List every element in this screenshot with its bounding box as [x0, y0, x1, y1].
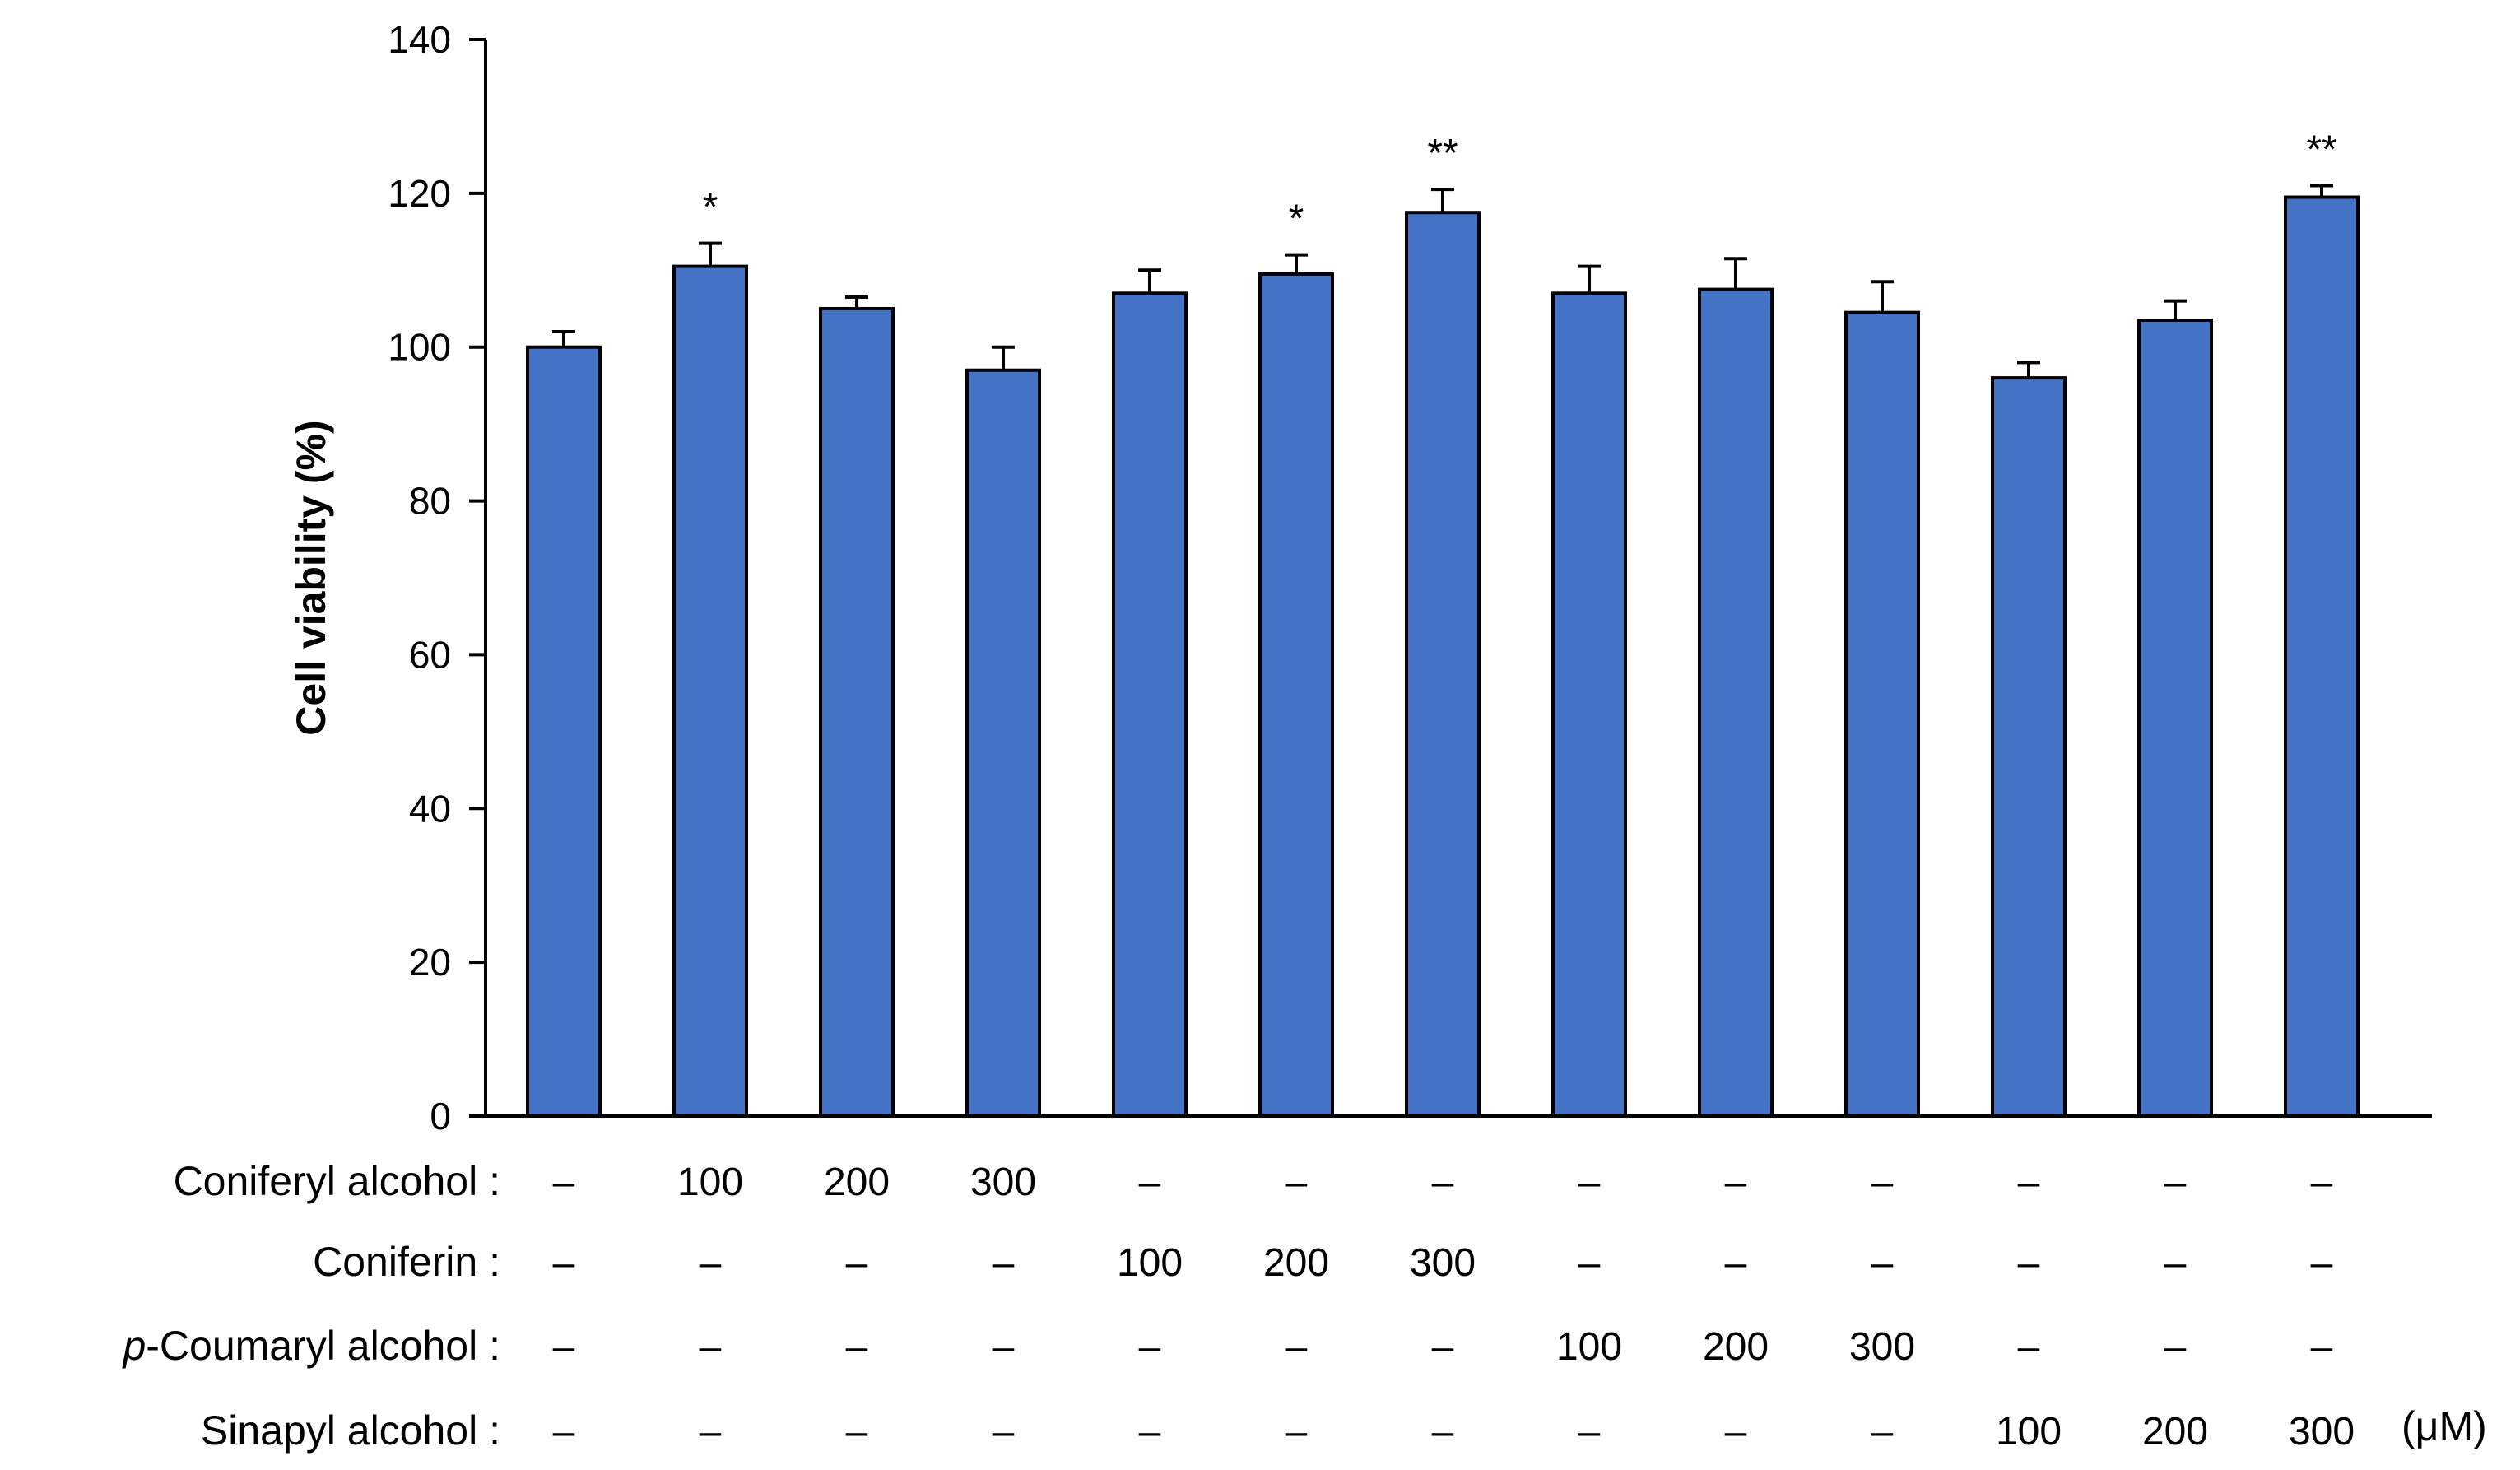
treatment-cell: –: [993, 1410, 1015, 1454]
bar: [1405, 211, 1481, 1119]
y-tick-label: 0: [430, 1095, 451, 1137]
treatment-cell: –: [1725, 1410, 1747, 1454]
treatment-cell: –: [553, 1161, 575, 1204]
bars: [526, 195, 2360, 1119]
treatment-cell: 100: [1117, 1241, 1183, 1285]
bar: [1258, 272, 1334, 1118]
treatment-cell: –: [993, 1241, 1015, 1285]
significance-marks: * *** **: [703, 128, 2337, 241]
bar: [1551, 291, 1627, 1119]
treatment-cell: –: [1139, 1161, 1161, 1204]
y-tick-label: 60: [409, 633, 451, 676]
treatment-cell: –: [1578, 1410, 1601, 1454]
treatment-cell: –: [2311, 1161, 2333, 1204]
treatment-cell: –: [2018, 1241, 2040, 1285]
treatment-cell: –: [846, 1325, 868, 1369]
bar: [1844, 310, 1920, 1118]
treatment-cell: 200: [2142, 1410, 2208, 1454]
treatment-cell: –: [553, 1410, 575, 1454]
treatment-cell: 100: [677, 1161, 743, 1204]
treatment-row-label: Sinapyl alcohol :: [201, 1407, 500, 1454]
treatment-cell: –: [1139, 1410, 1161, 1454]
treatment-cell: –: [1432, 1410, 1454, 1454]
significance-mark: **: [2306, 128, 2336, 172]
bar: [2284, 195, 2360, 1118]
treatment-cell: –: [2311, 1325, 2333, 1369]
treatment-cell: 200: [824, 1161, 890, 1204]
bar: [819, 307, 895, 1118]
bar: [526, 345, 602, 1118]
treatment-cell: –: [1725, 1161, 1747, 1204]
treatment-cell: 300: [1410, 1241, 1476, 1285]
y-axis-label: Cell viability (%): [288, 420, 334, 735]
bar: [1991, 376, 2067, 1119]
y-tick-label: 40: [409, 787, 451, 830]
treatment-cell: –: [1578, 1241, 1601, 1285]
treatment-cell: –: [1725, 1241, 1747, 1285]
bar: [2137, 319, 2213, 1118]
treatment-cell: –: [1286, 1410, 1308, 1454]
treatment-cell: –: [1432, 1161, 1454, 1204]
treatment-cell: 200: [1703, 1325, 1769, 1369]
y-ticks: 0 20 40 60 80 100 120 140: [388, 18, 486, 1137]
treatment-cell: –: [1432, 1325, 1454, 1369]
unit-label: (μM): [2401, 1403, 2487, 1449]
treatment-row-label: Coniferyl alcohol :: [174, 1158, 500, 1204]
treatment-cell: 100: [1996, 1410, 2062, 1454]
treatment-cell: –: [2164, 1325, 2187, 1369]
treatment-cell: –: [1286, 1325, 1308, 1369]
treatment-cell: –: [2164, 1161, 2187, 1204]
treatment-cell: –: [1871, 1410, 1894, 1454]
treatment-cell: –: [2164, 1241, 2187, 1285]
treatment-cell: 300: [970, 1161, 1036, 1204]
bar: [1698, 287, 1774, 1118]
treatment-row-label: p-Coumaryl alcohol :: [121, 1323, 500, 1369]
treatment-cell: 300: [1849, 1325, 1915, 1369]
treatment-cell: –: [846, 1410, 868, 1454]
bar: [1112, 291, 1188, 1119]
treatment-row-label: Coniferin :: [313, 1239, 500, 1285]
bar: [965, 368, 1041, 1118]
treatment-cell: –: [553, 1241, 575, 1285]
significance-mark: **: [1427, 132, 1458, 175]
treatment-table: Coniferyl alcohol : – 100 200 300 – – – – – – – – – Co…: [121, 1158, 2355, 1454]
error-bars: [552, 184, 2333, 379]
significance-mark: *: [1289, 198, 1304, 241]
treatment-cell: –: [1871, 1161, 1894, 1204]
treatment-cell: –: [1578, 1161, 1601, 1204]
significance-mark: *: [703, 186, 718, 230]
y-tick-label: 20: [409, 941, 451, 984]
y-tick-label: 140: [388, 18, 451, 61]
bar: [672, 264, 748, 1119]
y-tick-label: 100: [388, 326, 451, 369]
treatment-cell: –: [553, 1325, 575, 1369]
treatment-cell: –: [2311, 1241, 2333, 1285]
treatment-cell: –: [2018, 1325, 2040, 1369]
treatment-cell: 200: [1263, 1241, 1329, 1285]
y-tick-label: 80: [409, 480, 451, 523]
treatment-cell: –: [1286, 1161, 1308, 1204]
treatment-cell: –: [1871, 1241, 1894, 1285]
treatment-cell: –: [700, 1410, 722, 1454]
treatment-cell: 100: [1556, 1325, 1622, 1369]
treatment-cell: –: [846, 1241, 868, 1285]
treatment-cell: –: [700, 1241, 722, 1285]
treatment-cell: 300: [2289, 1410, 2355, 1454]
y-tick-label: 120: [388, 172, 451, 215]
treatment-cell: –: [2018, 1161, 2040, 1204]
treatment-cell: –: [700, 1325, 722, 1369]
treatment-cell: –: [993, 1325, 1015, 1369]
treatment-cell: –: [1139, 1325, 1161, 1369]
